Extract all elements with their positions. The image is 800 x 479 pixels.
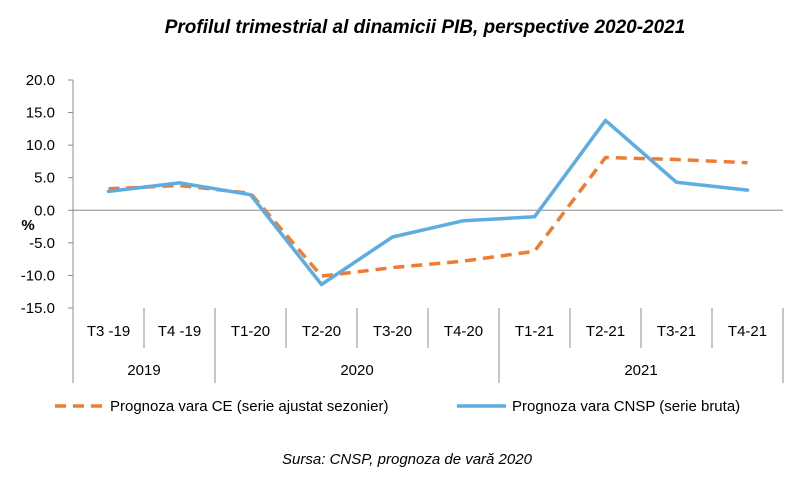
y-tick-label: -5.0 <box>29 235 55 252</box>
x-category-label: T4-20 <box>444 323 483 340</box>
legend-label-ce: Prognoza vara CE (serie ajustat sezonier… <box>110 398 388 415</box>
legend-label-cnsp: Prognoza vara CNSP (serie bruta) <box>512 398 740 415</box>
x-category-label: T1-21 <box>515 323 554 340</box>
x-category-label: T2-21 <box>586 323 625 340</box>
series-line-0 <box>108 155 748 278</box>
y-tick-label: 10.0 <box>26 137 55 154</box>
x-category-label: T4-21 <box>728 323 767 340</box>
source-note: Sursa: CNSP, prognoza de vară 2020 <box>282 451 533 468</box>
x-category-label: T3-20 <box>373 323 412 340</box>
x-axis-categories: T3 -19 T4 -19 T1-20 T2-20 T3-20 T4-20 T1-21 T2-… <box>87 323 767 340</box>
y-axis-label: % <box>21 217 34 234</box>
y-axis-ticks: 20.0 15.0 10.0 5.0 0.0 -5.0 -10.0 -15.0 <box>21 72 73 317</box>
x-category-label: T2-20 <box>302 323 341 340</box>
series-line-1 <box>106 118 750 287</box>
x-year-label: 2019 <box>127 362 160 379</box>
y-tick-label: 5.0 <box>34 170 55 187</box>
y-tick-label: 20.0 <box>26 72 55 89</box>
x-year-label: 2021 <box>624 362 657 379</box>
series-layer <box>106 118 750 287</box>
legend: Prognoza vara CE (serie ajustat sezonier… <box>55 398 740 415</box>
x-category-label: T3-21 <box>657 323 696 340</box>
chart-title: Profilul trimestrial al dinamicii PIB, p… <box>165 17 686 38</box>
x-year-label: 2020 <box>340 362 373 379</box>
y-tick-label: 0.0 <box>34 202 55 219</box>
y-tick-label: -10.0 <box>21 267 55 284</box>
x-axis-years: 2019 2020 2021 <box>127 362 657 379</box>
axes <box>72 80 784 383</box>
x-category-label: T4 -19 <box>158 323 201 340</box>
y-tick-label: 15.0 <box>26 105 55 122</box>
x-category-label: T1-20 <box>231 323 270 340</box>
y-tick-label: -15.0 <box>21 300 55 317</box>
x-category-label: T3 -19 <box>87 323 130 340</box>
